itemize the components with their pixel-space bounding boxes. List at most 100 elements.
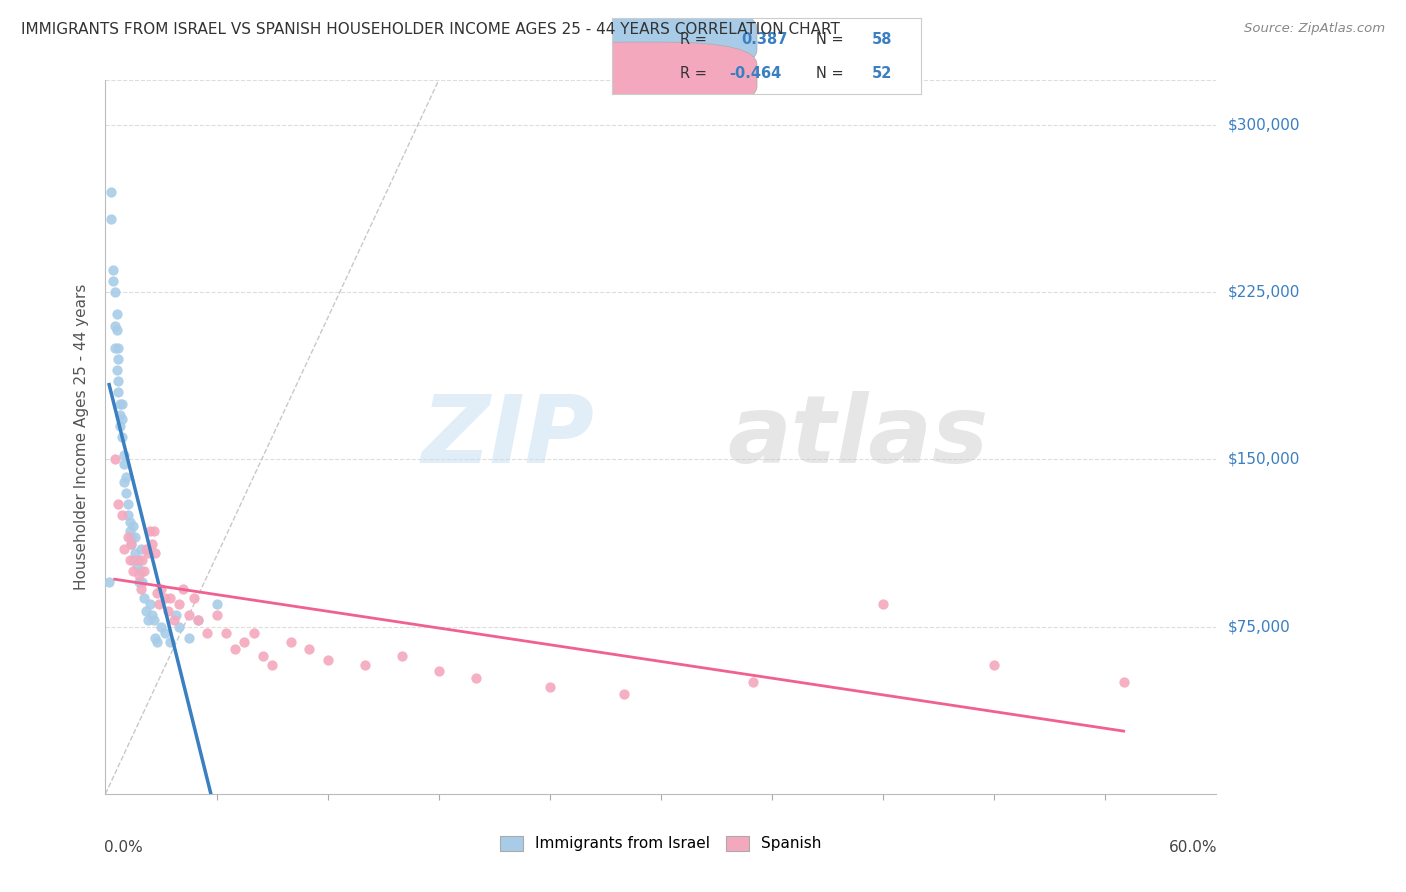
Point bbox=[104, 318, 127, 333]
Point bbox=[131, 552, 153, 567]
Point bbox=[538, 680, 561, 694]
Point bbox=[112, 541, 135, 556]
Point bbox=[262, 657, 284, 672]
Point bbox=[177, 631, 200, 645]
Point bbox=[114, 485, 136, 500]
Point bbox=[107, 351, 129, 366]
Point bbox=[110, 408, 132, 422]
Point bbox=[100, 211, 122, 226]
Point bbox=[120, 530, 142, 544]
Point bbox=[427, 664, 450, 679]
Text: $300,000: $300,000 bbox=[1227, 118, 1299, 132]
Point bbox=[107, 341, 129, 355]
Point bbox=[122, 564, 145, 578]
Point bbox=[107, 497, 129, 511]
Point bbox=[165, 608, 187, 623]
Point bbox=[120, 537, 142, 551]
Point bbox=[169, 619, 191, 633]
Point bbox=[131, 574, 153, 589]
Point bbox=[159, 635, 181, 649]
Point bbox=[105, 363, 128, 377]
Point bbox=[233, 635, 256, 649]
Point bbox=[145, 631, 167, 645]
Text: R =: R = bbox=[679, 66, 711, 81]
Point bbox=[242, 626, 264, 640]
Point bbox=[224, 642, 246, 657]
Text: N =: N = bbox=[815, 66, 848, 81]
Point bbox=[104, 285, 127, 300]
Point bbox=[124, 546, 146, 560]
Point bbox=[112, 448, 135, 462]
Point bbox=[298, 642, 321, 657]
Point bbox=[169, 598, 191, 612]
Point bbox=[215, 626, 238, 640]
Point bbox=[187, 613, 209, 627]
Point bbox=[163, 613, 186, 627]
Text: 52: 52 bbox=[872, 66, 891, 81]
Point bbox=[128, 552, 150, 567]
FancyBboxPatch shape bbox=[531, 5, 756, 72]
Point bbox=[117, 530, 139, 544]
Point bbox=[134, 564, 156, 578]
Point bbox=[280, 635, 302, 649]
Point bbox=[146, 635, 169, 649]
Point bbox=[157, 604, 180, 618]
Point bbox=[122, 552, 145, 567]
Point bbox=[146, 586, 169, 600]
Text: 58: 58 bbox=[872, 31, 891, 46]
Point bbox=[101, 262, 124, 277]
Point bbox=[153, 591, 176, 605]
Point bbox=[150, 582, 172, 596]
Point bbox=[111, 396, 134, 410]
Point bbox=[187, 613, 209, 627]
Point bbox=[135, 541, 157, 556]
Point bbox=[139, 524, 162, 538]
Point bbox=[101, 274, 124, 288]
Point bbox=[110, 396, 132, 410]
Point bbox=[129, 564, 152, 578]
Point bbox=[118, 524, 141, 538]
Point bbox=[205, 608, 228, 623]
Y-axis label: Householder Income Ages 25 - 44 years: Householder Income Ages 25 - 44 years bbox=[75, 284, 90, 591]
Text: atlas: atlas bbox=[727, 391, 988, 483]
Text: $225,000: $225,000 bbox=[1227, 285, 1299, 300]
Text: N =: N = bbox=[815, 31, 848, 46]
Point bbox=[111, 412, 134, 426]
Point bbox=[105, 307, 128, 321]
Legend: Immigrants from Israel, Spanish: Immigrants from Israel, Spanish bbox=[495, 830, 827, 857]
Point bbox=[139, 598, 162, 612]
Point bbox=[111, 430, 134, 444]
Point bbox=[145, 546, 167, 560]
Text: -0.464: -0.464 bbox=[730, 66, 782, 81]
Point bbox=[172, 582, 194, 596]
Point bbox=[107, 375, 129, 389]
Point bbox=[159, 591, 181, 605]
Point bbox=[983, 657, 1005, 672]
Point bbox=[105, 323, 128, 337]
Point bbox=[195, 626, 218, 640]
FancyBboxPatch shape bbox=[531, 42, 756, 109]
Point bbox=[150, 619, 172, 633]
Point bbox=[104, 452, 127, 467]
Point bbox=[107, 385, 129, 400]
Point bbox=[142, 613, 165, 627]
Point bbox=[125, 559, 148, 574]
Text: 0.387: 0.387 bbox=[741, 31, 787, 46]
Point bbox=[124, 530, 146, 544]
Point bbox=[134, 591, 156, 605]
Point bbox=[112, 457, 135, 471]
Point bbox=[153, 626, 176, 640]
Point bbox=[353, 657, 375, 672]
Point bbox=[141, 537, 163, 551]
Point bbox=[100, 185, 122, 199]
Point bbox=[112, 475, 135, 489]
Point bbox=[135, 604, 157, 618]
Point bbox=[136, 613, 159, 627]
Point bbox=[464, 671, 486, 685]
Point bbox=[118, 515, 141, 529]
Text: ZIP: ZIP bbox=[422, 391, 595, 483]
Point bbox=[129, 541, 152, 556]
Point bbox=[316, 653, 339, 667]
Point bbox=[104, 341, 127, 355]
Point bbox=[122, 519, 145, 533]
